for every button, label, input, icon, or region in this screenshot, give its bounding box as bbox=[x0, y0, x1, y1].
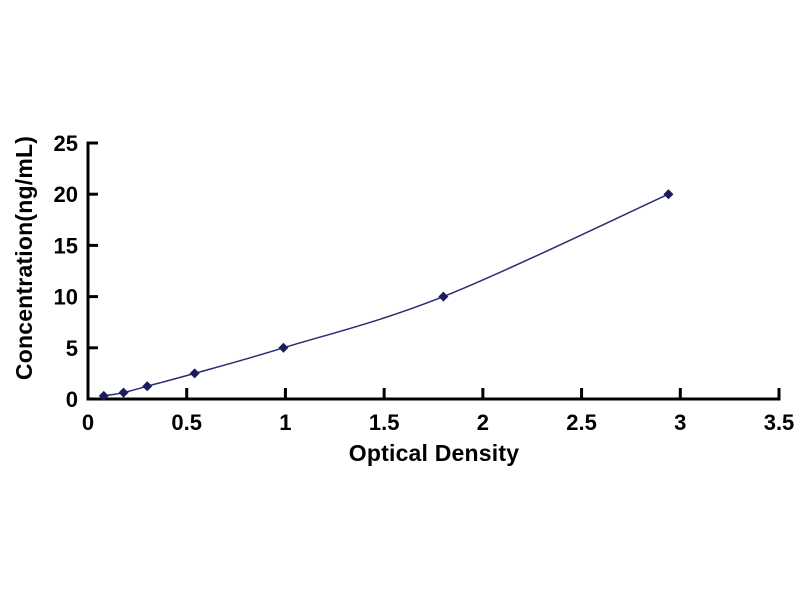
x-axis-title: Optical Density bbox=[348, 440, 520, 466]
y-tick-label: 20 bbox=[54, 182, 78, 207]
data-point-marker bbox=[438, 291, 449, 302]
data-point-marker bbox=[142, 381, 153, 392]
x-tick-label: 0 bbox=[82, 410, 94, 435]
x-tick-label: 2 bbox=[477, 410, 489, 435]
data-point-marker bbox=[189, 368, 200, 379]
x-tick-label: 1 bbox=[279, 410, 291, 435]
y-tick-label: 5 bbox=[66, 336, 78, 361]
data-point-marker bbox=[663, 189, 674, 200]
y-tick-label: 10 bbox=[54, 285, 78, 310]
data-point-marker bbox=[98, 390, 109, 401]
y-tick-label: 0 bbox=[66, 387, 78, 412]
data-point-marker bbox=[278, 342, 289, 353]
y-axis-title: Concentration(ng/mL) bbox=[11, 135, 37, 381]
x-tick-label: 3 bbox=[674, 410, 686, 435]
x-tick-label: 1.5 bbox=[369, 410, 400, 435]
x-tick-label: 2.5 bbox=[566, 410, 597, 435]
y-tick-label: 25 bbox=[54, 131, 78, 156]
y-tick-label: 15 bbox=[54, 233, 78, 258]
x-tick-label: 0.5 bbox=[171, 410, 202, 435]
x-tick-label: 3.5 bbox=[764, 410, 795, 435]
standard-curve-line bbox=[103, 193, 669, 397]
data-point-marker bbox=[118, 387, 129, 398]
axis-lines bbox=[86, 141, 781, 401]
